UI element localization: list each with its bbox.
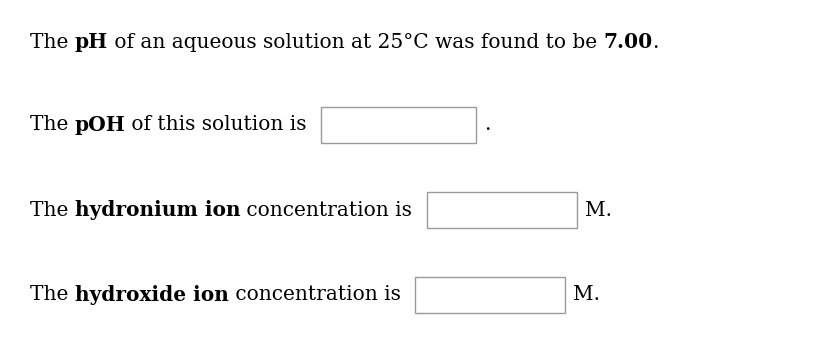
- Bar: [414, 277, 565, 313]
- Text: The: The: [30, 200, 75, 219]
- Bar: [427, 192, 576, 228]
- Text: concentration is: concentration is: [229, 286, 407, 305]
- Text: M.: M.: [573, 286, 600, 305]
- Text: pOH: pOH: [75, 115, 125, 135]
- Text: .: .: [653, 32, 659, 51]
- Text: 7.00: 7.00: [603, 32, 653, 52]
- Text: M.: M.: [585, 200, 611, 219]
- Text: of this solution is: of this solution is: [125, 116, 314, 135]
- Text: concentration is: concentration is: [240, 200, 419, 219]
- Text: pH: pH: [75, 32, 108, 52]
- Text: hydronium ion: hydronium ion: [75, 200, 240, 220]
- Text: The: The: [30, 286, 75, 305]
- Text: The: The: [30, 32, 75, 51]
- Text: .: .: [485, 116, 490, 135]
- Text: of an aqueous solution at 25°C was found to be: of an aqueous solution at 25°C was found…: [108, 32, 603, 51]
- Text: The: The: [30, 116, 75, 135]
- Text: hydroxide ion: hydroxide ion: [75, 285, 229, 305]
- Bar: [321, 107, 476, 143]
